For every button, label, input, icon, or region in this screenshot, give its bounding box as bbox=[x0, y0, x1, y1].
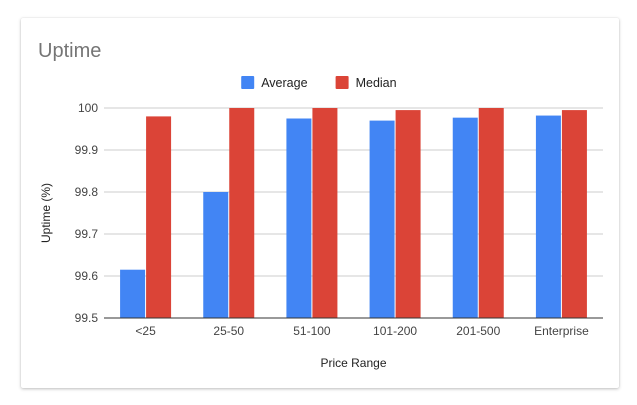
y-tick-label: 99.6 bbox=[75, 269, 99, 283]
bar-median-0[interactable] bbox=[146, 116, 172, 319]
chart-legend: Average Median bbox=[241, 76, 397, 90]
x-tick-label: 201-500 bbox=[456, 324, 500, 338]
y-tick-label: 99.9 bbox=[75, 143, 99, 157]
bar-median-5[interactable] bbox=[561, 110, 587, 318]
x-tick-label: 101-200 bbox=[373, 324, 417, 338]
y-axis-label: Uptime (%) bbox=[39, 183, 53, 243]
legend-label-average: Average bbox=[261, 76, 307, 90]
bar-average-5[interactable] bbox=[535, 115, 561, 318]
legend-swatch-median bbox=[335, 76, 349, 89]
gridlines bbox=[104, 107, 603, 277]
bars bbox=[120, 108, 587, 319]
y-tick-label: 99.7 bbox=[75, 227, 99, 241]
legend-label-median: Median bbox=[356, 76, 397, 90]
bar-average-0[interactable] bbox=[120, 269, 146, 318]
y-tick-label: 99.8 bbox=[75, 185, 99, 199]
x-tick-label: Enterprise bbox=[534, 324, 589, 338]
bar-median-4[interactable] bbox=[478, 108, 504, 318]
x-tick-label: <25 bbox=[135, 324, 156, 338]
x-tick-label: 25-50 bbox=[213, 324, 244, 338]
y-tick-label: 99.5 bbox=[75, 311, 99, 325]
bar-average-2[interactable] bbox=[286, 118, 312, 319]
bar-median-3[interactable] bbox=[395, 110, 421, 318]
legend-swatch-average bbox=[241, 76, 255, 89]
x-axis-label: Price Range bbox=[320, 356, 386, 370]
x-axis-ticks: <25 25-50 51-100 101-200 201-500 Enterprise bbox=[135, 324, 589, 338]
chart-title: Uptime bbox=[38, 40, 101, 62]
y-tick-label: 100 bbox=[78, 101, 98, 115]
x-tick-label: 51-100 bbox=[293, 324, 331, 338]
bar-average-3[interactable] bbox=[369, 120, 395, 318]
bar-median-2[interactable] bbox=[312, 108, 338, 318]
bar-median-1[interactable] bbox=[229, 108, 255, 318]
bar-average-1[interactable] bbox=[203, 192, 229, 318]
y-axis-ticks: 99.5 99.6 99.7 99.8 99.9 100 bbox=[75, 101, 99, 325]
bar-average-4[interactable] bbox=[452, 117, 478, 318]
